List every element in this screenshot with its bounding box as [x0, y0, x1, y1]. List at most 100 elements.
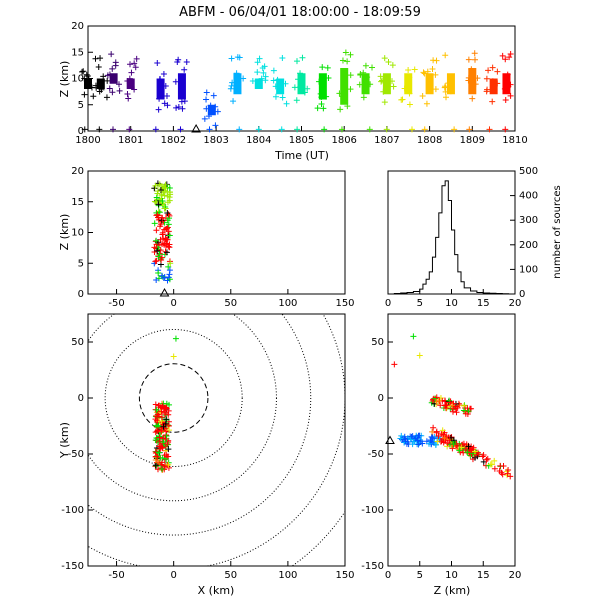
source-point — [294, 126, 301, 133]
source-point — [152, 437, 159, 444]
source-point — [405, 67, 412, 74]
source-point — [161, 100, 168, 107]
y-tick-label: 5 — [78, 258, 84, 269]
source-point — [230, 98, 237, 105]
source-point — [165, 228, 172, 235]
source-point — [272, 93, 279, 100]
source-point — [432, 441, 439, 448]
source-point — [347, 51, 354, 58]
y-tick-label: 300 — [519, 215, 538, 226]
source-point — [415, 441, 422, 448]
source-point — [109, 65, 116, 72]
source-cluster — [126, 78, 135, 89]
x-tick-label: 1803 — [203, 135, 228, 146]
source-point — [494, 68, 501, 75]
z-y-panel: 0 5 10 15 20 -150 -100 -50 0 50 Z (km) — [361, 313, 521, 597]
source-point — [502, 126, 509, 133]
y-tick-label: 50 — [371, 337, 384, 348]
x-tick-label: 0 — [385, 298, 391, 309]
source-point — [157, 236, 164, 243]
source-point — [460, 407, 467, 414]
source-point — [162, 248, 169, 255]
source-point — [433, 428, 440, 435]
source-point — [338, 126, 345, 133]
source-point — [160, 70, 167, 77]
source-point — [443, 94, 450, 101]
source-point — [152, 126, 159, 133]
source-point — [207, 102, 214, 109]
source-point — [165, 446, 172, 453]
source-point — [160, 439, 167, 446]
y-tick-label: 15 — [71, 197, 84, 208]
source-point — [454, 404, 461, 411]
source-cluster — [233, 73, 242, 95]
source-cluster — [207, 104, 216, 116]
source-point — [127, 61, 134, 68]
source-point — [450, 441, 457, 448]
source-point — [499, 52, 506, 59]
source-point — [498, 469, 505, 476]
source-point — [163, 451, 170, 458]
source-point — [381, 99, 388, 106]
source-point — [116, 87, 123, 94]
x-tick-label: 100 — [278, 298, 297, 309]
x-axis-label: Time (UT) — [274, 149, 329, 162]
source-point — [419, 440, 426, 447]
x-tick-label: 1809 — [460, 135, 485, 146]
source-point — [347, 86, 354, 93]
source-point — [472, 81, 479, 88]
x-tick-label: 20 — [509, 298, 522, 309]
plot-frame — [87, 313, 346, 567]
source-point — [155, 253, 162, 260]
source-point — [502, 96, 509, 103]
x-tick-label: 50 — [224, 570, 237, 581]
source-point — [255, 126, 262, 133]
source-point — [279, 94, 286, 101]
source-point — [389, 62, 396, 69]
source-point — [507, 473, 514, 480]
x-axis-label: Z (km) — [434, 584, 471, 597]
source-point — [97, 55, 104, 62]
source-point — [179, 105, 186, 112]
source-point — [406, 90, 413, 97]
source-point — [438, 438, 445, 445]
source-point — [342, 49, 349, 56]
source-point — [205, 113, 212, 120]
source-point — [153, 277, 160, 284]
source-point — [124, 78, 131, 85]
y-tick-label: 100 — [519, 264, 538, 275]
y-tick-label: 10 — [71, 74, 84, 85]
range-ring — [88, 314, 277, 502]
source-point — [430, 57, 437, 64]
source-point — [442, 84, 449, 91]
source-point — [489, 64, 496, 71]
source-point — [156, 402, 163, 409]
source-cluster — [502, 73, 511, 95]
source-point — [256, 55, 263, 62]
y-tick-label: 400 — [519, 191, 538, 202]
source-point — [157, 247, 164, 254]
source-point — [162, 435, 169, 442]
source-point — [108, 51, 115, 58]
x-height-panel: -50 0 50 100 150 0 5 10 15 20 Z (km) — [58, 166, 355, 309]
source-point — [166, 244, 173, 251]
source-point — [106, 85, 113, 92]
source-point — [449, 445, 456, 452]
source-cluster — [404, 73, 413, 95]
source-point — [272, 83, 279, 90]
source-point — [468, 66, 475, 73]
source-point — [158, 427, 165, 434]
x-tick-label: 0 — [170, 570, 176, 581]
source-point — [410, 333, 417, 340]
source-point — [380, 88, 387, 95]
source-cluster — [254, 78, 263, 89]
source-point — [79, 68, 86, 75]
source-point — [486, 126, 493, 133]
source-point — [96, 126, 103, 133]
source-point — [356, 81, 363, 88]
source-point — [465, 408, 472, 415]
source-point — [152, 258, 159, 265]
source-point — [493, 80, 500, 87]
source-point — [404, 85, 411, 92]
